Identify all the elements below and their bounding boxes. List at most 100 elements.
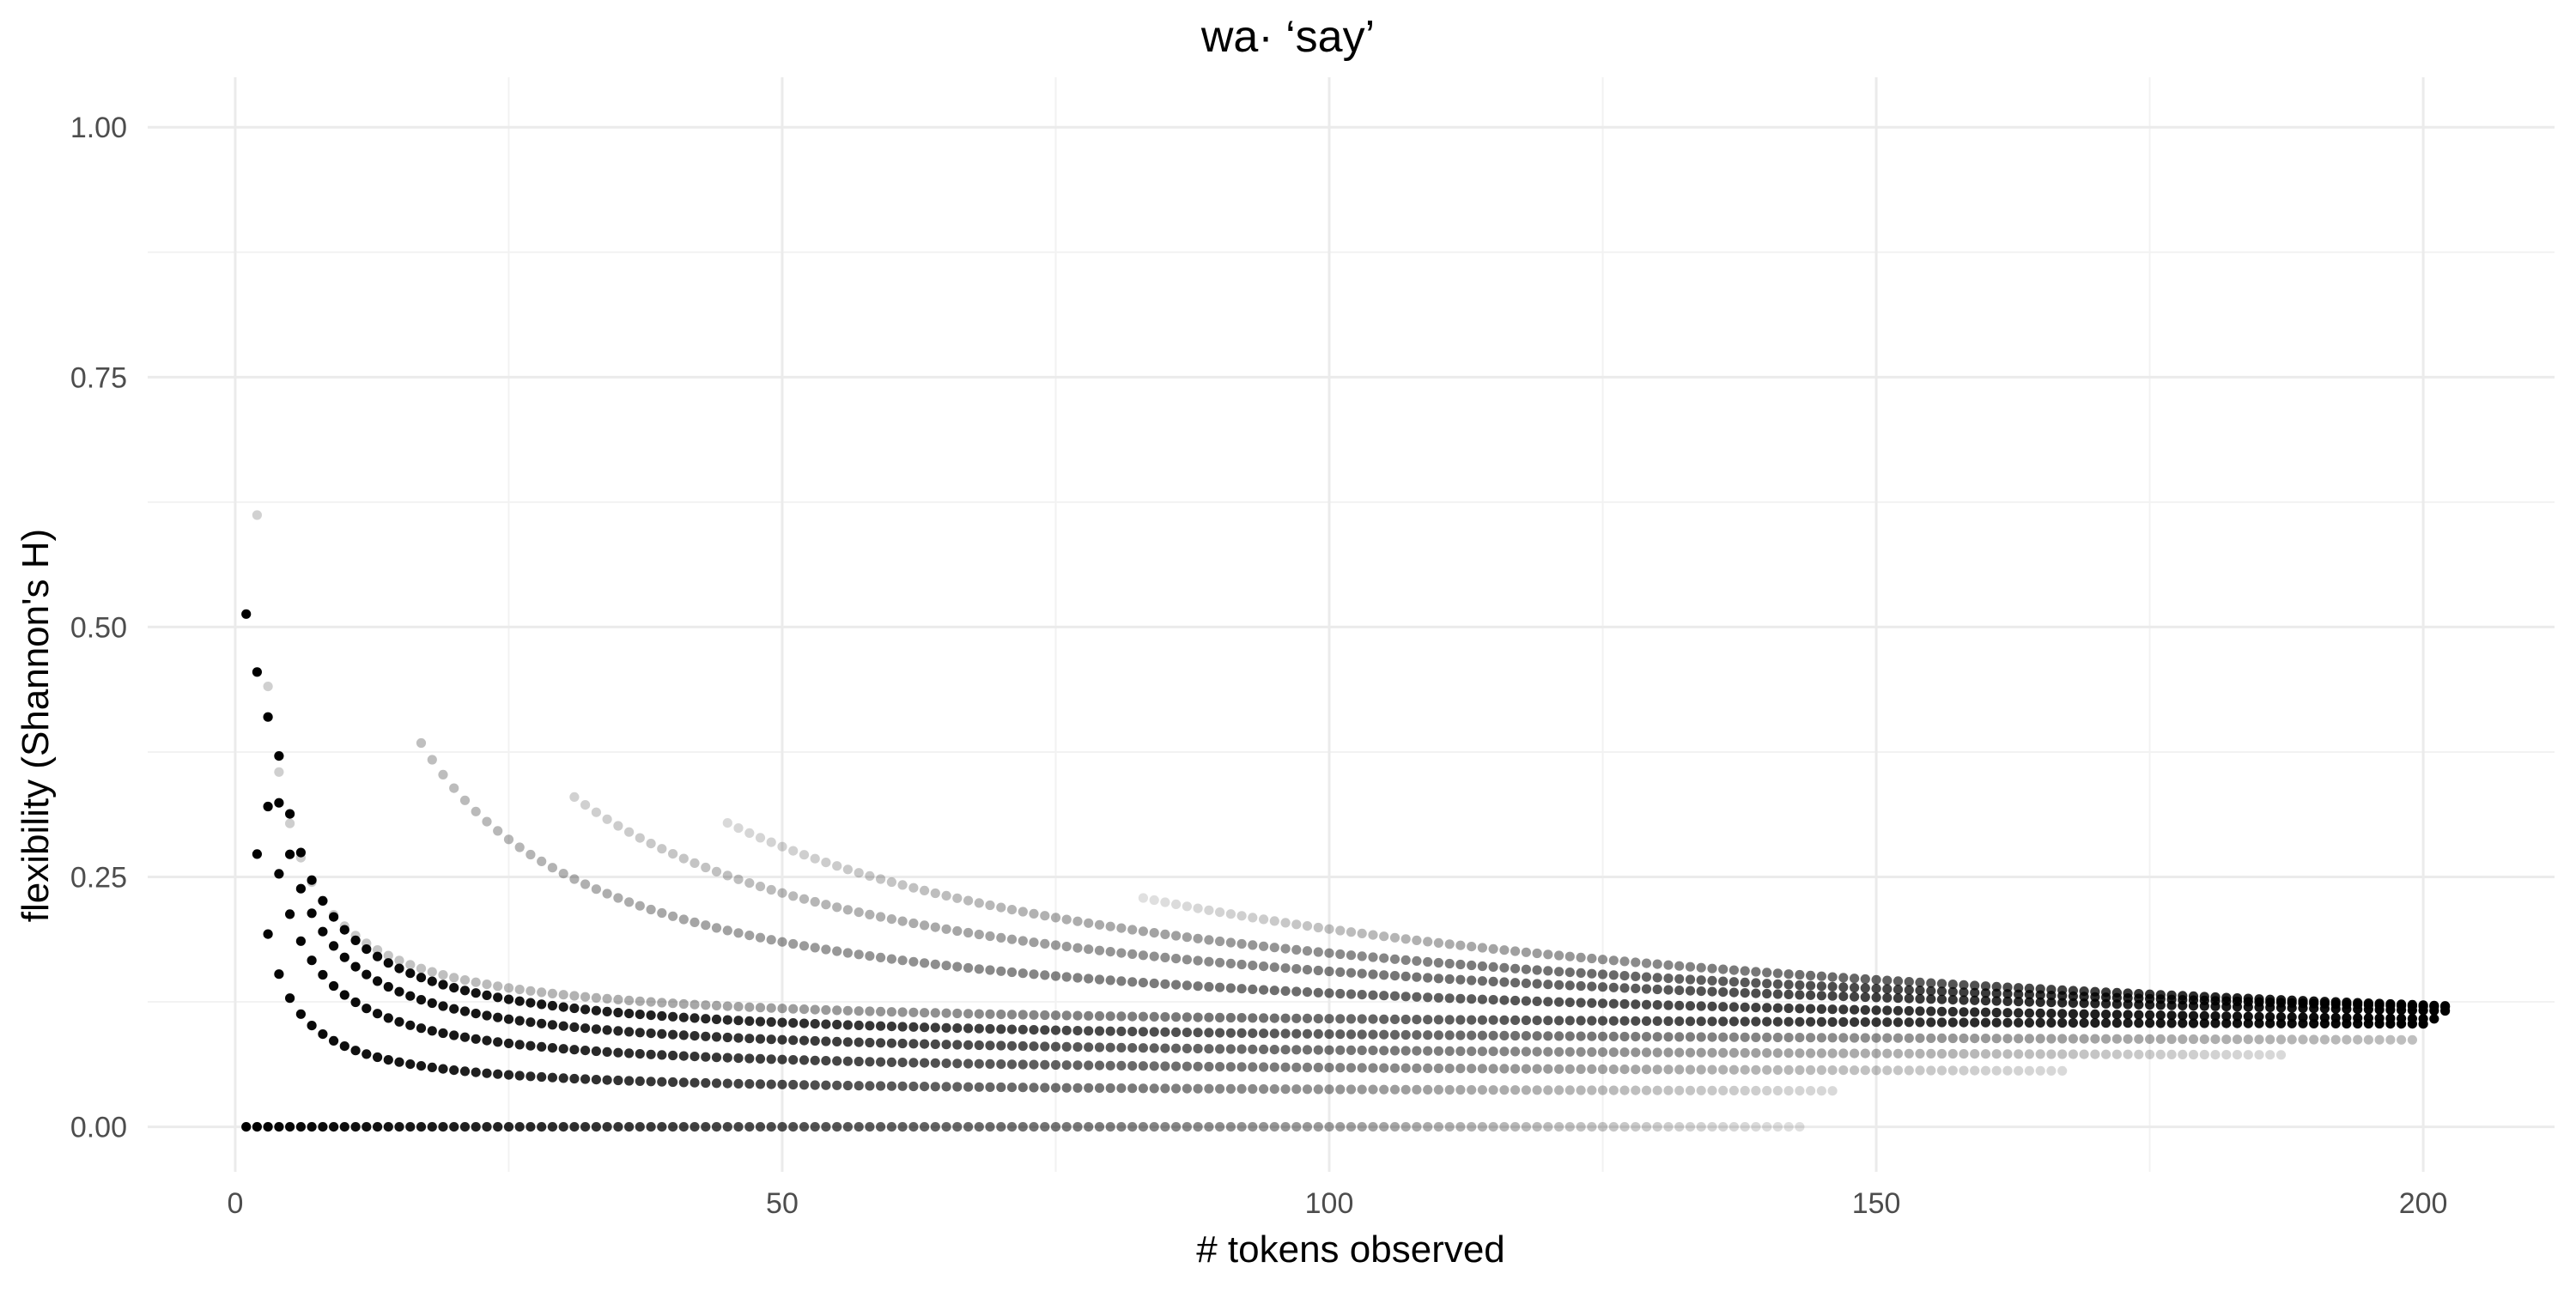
data-point <box>307 1021 317 1031</box>
data-point <box>733 1002 744 1012</box>
data-point <box>2275 1012 2287 1022</box>
data-point <box>646 1049 656 1059</box>
data-point <box>482 816 492 827</box>
data-point <box>613 994 623 1004</box>
data-point <box>1160 1083 1170 1094</box>
data-point <box>1707 986 1717 997</box>
data-point <box>2166 1049 2177 1059</box>
data-point <box>963 1082 974 1092</box>
data-point <box>1510 946 1521 956</box>
data-point <box>263 712 273 722</box>
data-point <box>1576 1085 1586 1095</box>
data-point <box>2046 1049 2057 1059</box>
data-point <box>996 932 1006 943</box>
data-point <box>1160 979 1170 989</box>
data-point <box>832 1005 842 1016</box>
data-point <box>1696 1047 1706 1058</box>
series-8 <box>569 792 2451 1016</box>
data-point <box>1400 1029 1411 1040</box>
data-point <box>2254 1050 2264 1060</box>
data-point <box>963 1040 974 1050</box>
data-point <box>1160 1027 1170 1037</box>
data-point <box>1488 995 1498 1005</box>
data-point <box>2024 1065 2034 1076</box>
data-point <box>810 1122 820 1132</box>
data-point <box>2319 1034 2330 1045</box>
data-point <box>941 1058 951 1069</box>
data-point <box>963 1009 974 1019</box>
y-axis-label: flexibility (Shannon's H) <box>15 529 57 922</box>
data-point <box>1762 967 1772 978</box>
data-point <box>1324 948 1334 958</box>
data-point <box>678 1012 689 1022</box>
data-point <box>1904 1065 1914 1076</box>
data-point <box>810 853 820 864</box>
data-point <box>394 963 404 974</box>
data-point <box>2134 989 2144 999</box>
data-point <box>788 1018 799 1028</box>
data-point <box>1772 1048 1783 1058</box>
data-point <box>558 869 568 879</box>
data-point <box>1433 957 1443 968</box>
data-point <box>1302 946 1313 956</box>
data-point <box>1576 967 1586 978</box>
data-point <box>952 893 963 903</box>
data-point <box>1499 1122 1510 1132</box>
data-point <box>821 1036 831 1046</box>
data-point <box>318 1122 328 1132</box>
data-point <box>580 1074 591 1084</box>
data-point <box>1991 988 2002 998</box>
data-point <box>624 1122 635 1132</box>
data-point <box>1018 1122 1028 1132</box>
data-point <box>1718 1122 1728 1132</box>
data-point <box>613 1047 623 1058</box>
data-point <box>1215 1012 1225 1022</box>
data-point <box>1389 1122 1400 1132</box>
data-point <box>1652 1016 1662 1026</box>
data-point <box>1127 1083 1138 1094</box>
data-point <box>1204 956 1214 967</box>
data-point <box>1904 1017 1914 1028</box>
data-point <box>1412 972 1422 982</box>
data-point <box>1094 1042 1105 1052</box>
data-point <box>1379 953 1389 963</box>
data-point <box>1072 916 1083 926</box>
data-point <box>733 1053 744 1064</box>
data-point <box>580 1122 591 1132</box>
data-point <box>2166 1034 2177 1045</box>
data-point <box>1827 972 1838 982</box>
data-point <box>2232 1018 2243 1028</box>
data-point <box>842 1037 854 1047</box>
data-point <box>2090 1009 2100 1019</box>
data-point <box>711 1014 722 1024</box>
data-point <box>810 1019 820 1029</box>
data-point <box>1663 1122 1674 1132</box>
data-point <box>1860 1048 1870 1058</box>
data-point <box>350 1046 361 1056</box>
data-point <box>1072 973 1083 983</box>
data-point <box>1838 1033 1849 1043</box>
data-point <box>930 1039 940 1049</box>
data-point <box>1718 1032 1728 1042</box>
data-point <box>920 1022 930 1033</box>
data-point <box>1061 972 1072 982</box>
data-point <box>427 967 437 977</box>
data-point <box>788 1079 799 1090</box>
data-point <box>361 969 372 980</box>
data-point <box>2155 1010 2166 1021</box>
data-point <box>722 1001 732 1011</box>
data-point <box>1652 959 1662 969</box>
data-point <box>1477 1030 1487 1040</box>
data-point <box>1510 995 1521 1006</box>
data-point <box>1061 1122 1072 1132</box>
data-point <box>1018 1010 1028 1020</box>
data-point <box>558 1021 568 1031</box>
data-point <box>1554 950 1564 961</box>
data-point <box>2178 1034 2188 1045</box>
data-point <box>2232 1034 2243 1045</box>
data-point <box>1783 1016 1794 1027</box>
data-point <box>668 911 678 921</box>
data-point <box>1947 1048 1958 1059</box>
data-point <box>2178 1018 2188 1028</box>
data-point <box>1740 1065 1750 1075</box>
